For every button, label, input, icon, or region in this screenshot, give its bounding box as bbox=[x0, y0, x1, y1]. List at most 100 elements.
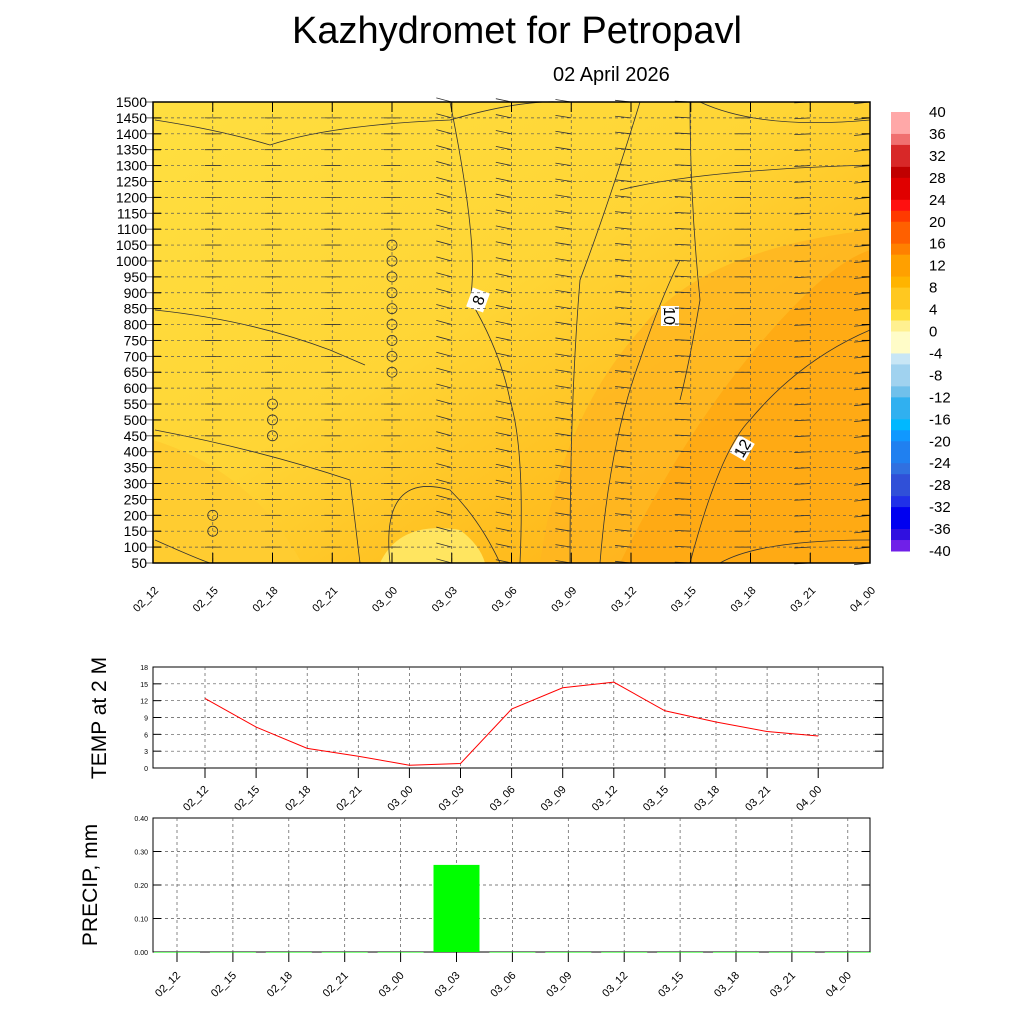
colorbar-cell bbox=[891, 199, 910, 212]
x-tick-label: 03_18 bbox=[692, 784, 722, 814]
y-tick-label: 650 bbox=[124, 364, 148, 380]
x-tick-label: 02_12 bbox=[181, 784, 211, 814]
wind-barb bbox=[555, 528, 572, 532]
calm-wind-circle bbox=[386, 255, 398, 267]
colorbar-label: 8 bbox=[929, 280, 937, 297]
wind-barb bbox=[794, 419, 811, 422]
wind-barb bbox=[615, 242, 632, 246]
colorbar-label: -12 bbox=[929, 389, 951, 406]
contour-line bbox=[679, 101, 701, 401]
colorbar-cell bbox=[891, 507, 910, 519]
x-tick-label: 03_15 bbox=[641, 784, 671, 814]
colorbar-label: 20 bbox=[929, 214, 946, 231]
contour-line bbox=[388, 486, 501, 564]
wind-barb bbox=[436, 447, 452, 453]
y-tick-label: 550 bbox=[124, 396, 148, 412]
y-tick-label: 300 bbox=[124, 476, 148, 492]
wind-barb bbox=[794, 244, 811, 247]
wind-barb bbox=[555, 273, 572, 278]
wind-barb bbox=[794, 196, 811, 199]
colorbar-cell bbox=[891, 112, 910, 124]
y-tick-label: 250 bbox=[124, 491, 148, 507]
colorbar-cell bbox=[891, 441, 910, 453]
wind-barb bbox=[794, 117, 811, 120]
contour-label-bg bbox=[466, 287, 490, 313]
wind-barb bbox=[495, 273, 512, 278]
wind-barb bbox=[555, 146, 572, 151]
wind-barb bbox=[555, 417, 572, 421]
contour-line bbox=[154, 429, 361, 564]
precip-bar bbox=[601, 952, 648, 953]
wind-barb bbox=[495, 161, 512, 166]
colorbar-cell bbox=[891, 188, 910, 201]
wind-barb bbox=[674, 355, 691, 357]
colorbar-cell bbox=[891, 386, 910, 398]
y-tick-label: 950 bbox=[124, 269, 148, 285]
wind-barb bbox=[615, 529, 632, 532]
wind-barb bbox=[555, 114, 572, 119]
y-tick-label: 0 bbox=[144, 766, 148, 773]
wind-barb bbox=[674, 291, 691, 294]
wind-barb bbox=[436, 256, 452, 262]
wind-barb bbox=[674, 307, 691, 310]
precip-bar bbox=[768, 952, 815, 953]
x-tick-label: 03_09 bbox=[544, 970, 574, 1000]
wind-barb bbox=[674, 545, 691, 548]
chart-title: Kazhydromet for Petropavl bbox=[292, 10, 742, 52]
wind-barb bbox=[436, 129, 452, 135]
wind-barb bbox=[615, 290, 632, 294]
wind-barb bbox=[674, 243, 691, 246]
x-tick-label: 03_00 bbox=[370, 585, 400, 615]
x-tick-label: 03_18 bbox=[712, 970, 742, 1000]
colorbar-label: -28 bbox=[929, 477, 951, 494]
wind-barb bbox=[555, 512, 572, 516]
wind-barb bbox=[555, 369, 572, 373]
calm-wind-circle bbox=[386, 287, 398, 299]
wind-barb bbox=[615, 227, 632, 230]
contour-line bbox=[699, 101, 871, 124]
wind-barb bbox=[495, 352, 512, 357]
wind-barb bbox=[794, 308, 811, 310]
temp-y-axis-label: TEMP at 2 M bbox=[88, 657, 111, 779]
contour-line bbox=[469, 299, 522, 564]
wind-barb bbox=[615, 386, 632, 389]
x-tick-label: 03_06 bbox=[488, 784, 518, 814]
colorbar-cell bbox=[891, 276, 910, 289]
wind-barb bbox=[495, 145, 512, 151]
wind-barb bbox=[615, 465, 632, 469]
wind-barb bbox=[615, 306, 632, 310]
calm-wind-circle bbox=[207, 509, 219, 521]
wind-barb bbox=[794, 355, 811, 358]
precip-bar bbox=[713, 952, 759, 953]
wind-barb bbox=[436, 510, 452, 516]
wind-barb bbox=[436, 335, 452, 341]
contour-line bbox=[619, 164, 871, 191]
x-tick-label: 03_15 bbox=[656, 970, 686, 1000]
colorbar-cell bbox=[891, 342, 910, 354]
wind-barb bbox=[555, 496, 572, 500]
wind-barb bbox=[436, 272, 452, 278]
wind-barb bbox=[495, 114, 512, 119]
wind-barb bbox=[674, 434, 691, 437]
precip-bar bbox=[824, 952, 871, 953]
calm-wind-circle bbox=[386, 319, 398, 330]
wind-barb bbox=[674, 116, 691, 119]
wind-barb bbox=[674, 466, 691, 469]
wind-barb bbox=[615, 274, 632, 278]
y-tick-label: 0.40 bbox=[134, 816, 148, 823]
wind-barb bbox=[495, 400, 512, 405]
wind-barb bbox=[495, 241, 512, 246]
wind-barb bbox=[674, 275, 691, 278]
colorbar-label: -40 bbox=[929, 543, 951, 560]
wind-barb bbox=[555, 353, 572, 357]
wind-barb bbox=[794, 340, 811, 342]
wind-barb bbox=[615, 147, 632, 151]
x-tick-label: 03_12 bbox=[600, 970, 630, 1000]
colorbar-label: -24 bbox=[929, 455, 951, 472]
calm-wind-circle bbox=[267, 414, 278, 426]
wind-barb bbox=[674, 386, 691, 389]
wind-barb bbox=[674, 339, 691, 341]
contour-line bbox=[154, 101, 561, 146]
wind-barb bbox=[495, 511, 512, 516]
y-tick-label: 150 bbox=[124, 523, 148, 539]
